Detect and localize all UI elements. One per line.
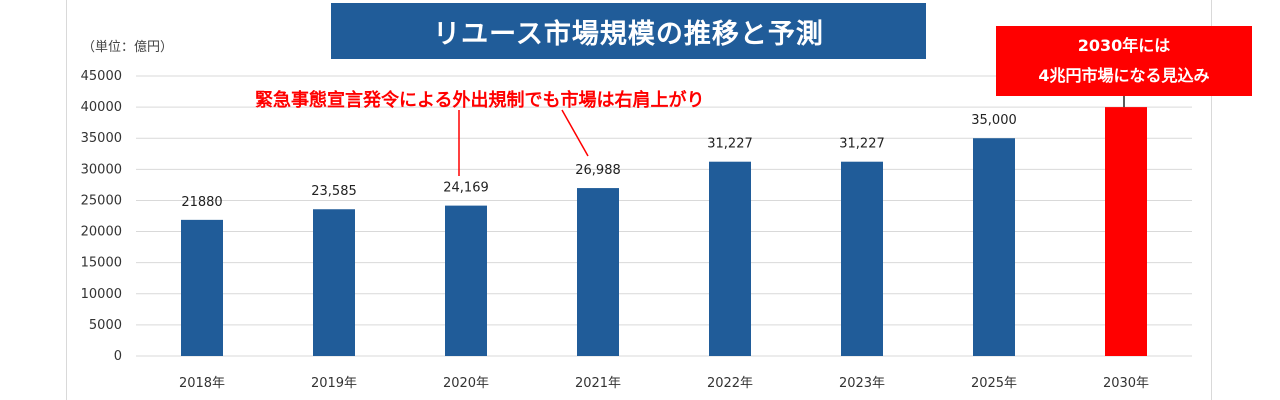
data-label: 21880 — [181, 195, 222, 210]
y-tick-label: 45000 — [81, 69, 122, 84]
y-tick-label: 40000 — [81, 100, 122, 115]
data-label: 26,988 — [575, 163, 621, 178]
x-tick-label: 2019年 — [311, 376, 357, 391]
y-tick-label: 0 — [114, 349, 122, 364]
x-tick-label: 2021年 — [575, 376, 621, 391]
data-label: 31,227 — [839, 137, 885, 152]
bar-2025年 — [973, 138, 1015, 356]
data-label: 35,000 — [971, 113, 1017, 128]
y-tick-label: 5000 — [89, 318, 122, 333]
data-label: 23,585 — [311, 184, 357, 199]
data-label: 31,227 — [707, 137, 753, 152]
y-tick-label: 15000 — [81, 256, 122, 271]
x-tick-label: 2018年 — [179, 376, 225, 391]
unit-label: （単位：億円） — [82, 40, 174, 55]
x-tick-label: 2030年 — [1103, 376, 1149, 391]
x-tick-label: 2025年 — [971, 376, 1017, 391]
x-tick-label: 2023年 — [839, 376, 885, 391]
chart-title: リユース市場規模の推移と予測 — [331, 3, 926, 59]
forecast-callout-line1: 2030年には — [1077, 36, 1171, 55]
forecast-callout: 2030年には 4兆円市場になる見込み — [996, 26, 1252, 96]
bar-2021年 — [577, 188, 619, 356]
x-tick-label: 2022年 — [707, 376, 753, 391]
x-tick-label: 2020年 — [443, 376, 489, 391]
y-tick-label: 35000 — [81, 131, 122, 146]
annotation-pointer-2021 — [561, 109, 589, 157]
y-tick-label: 25000 — [81, 193, 122, 208]
data-label: 24,169 — [443, 181, 489, 196]
y-tick-label: 30000 — [81, 162, 122, 177]
bar-2022年 — [709, 161, 751, 356]
y-tick-label: 20000 — [81, 225, 122, 240]
covid-annotation: 緊急事態宣言発令による外出規制でも市場は右肩上がり — [255, 90, 705, 111]
bar-2019年 — [313, 209, 355, 356]
forecast-callout-line2: 4兆円市場になる見込み — [1038, 66, 1210, 85]
y-tick-label: 10000 — [81, 287, 122, 302]
bar-2023年 — [841, 161, 883, 356]
bar-2030年 — [1105, 107, 1147, 356]
chart-frame — [66, 0, 1212, 400]
bar-2020年 — [445, 205, 487, 356]
bar-2018年 — [181, 219, 223, 356]
